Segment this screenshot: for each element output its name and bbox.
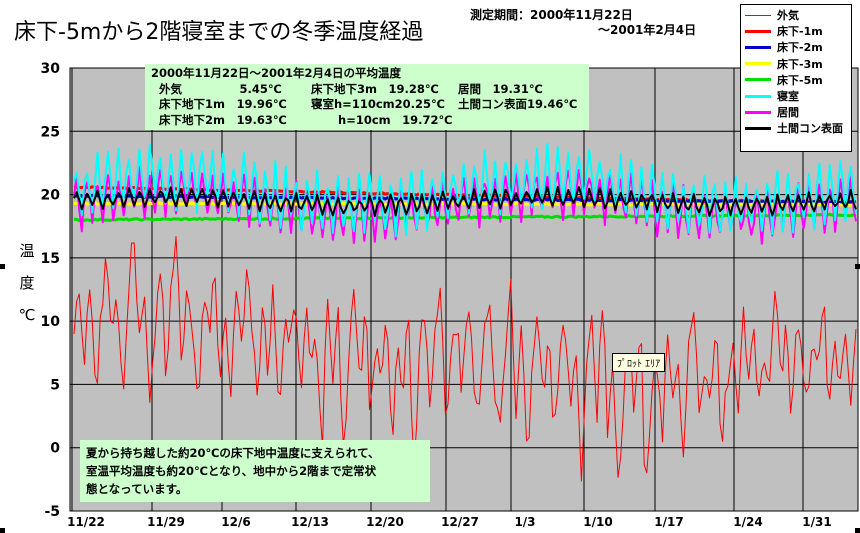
selection-handle-left[interactable] xyxy=(0,264,5,269)
selection-handle-bottom-left[interactable] xyxy=(0,528,5,533)
legend-label: 床下-3m xyxy=(777,57,823,71)
legend-item: 床下-3m xyxy=(745,56,847,72)
legend-label: 寝室 xyxy=(777,90,799,104)
stat-under-3m: 床下地下3m 19.28℃ xyxy=(311,81,439,96)
legend-item: 土間コン表面 xyxy=(745,120,847,136)
legend-item: 外気 xyxy=(745,7,847,23)
plot-area-tooltip: ﾌﾟﾛｯﾄ ｴﾘｱ xyxy=(612,353,666,372)
legend-item: 床下-1m xyxy=(745,23,847,39)
y-tick-label: 5 xyxy=(50,377,60,393)
stats-heading: 2000年11月22日～2001年2月4日の平均温度 xyxy=(151,66,402,80)
selection-handle-bottom-right[interactable] xyxy=(855,528,860,533)
y-axis-label-text: 温度 ℃ xyxy=(18,242,50,324)
note-box: 夏から持ち越した約20℃の床下地中温度に支えられて、 室温平均温度も約20℃とな… xyxy=(80,440,430,502)
series-line-7 xyxy=(73,185,857,218)
legend-item: 床下-2m xyxy=(745,39,847,55)
legend-swatch xyxy=(745,126,771,130)
note-line: 室温平均温度も約20℃となり、地中から2階まで定常状 xyxy=(86,464,377,478)
legend-label: 床下-1m xyxy=(777,25,823,39)
plot-background[interactable] xyxy=(70,68,858,511)
x-tick-label: 1/17 xyxy=(654,515,683,529)
legend-swatch xyxy=(745,29,771,33)
x-tick-label: 1/3 xyxy=(514,515,535,529)
legend-swatch xyxy=(745,78,771,82)
legend-swatch xyxy=(745,94,771,98)
chart-title: 床下-5mから2階寝室までの冬季温度経過 xyxy=(14,20,424,45)
x-tick-label: 12/6 xyxy=(221,515,250,529)
series-line-4 xyxy=(73,212,857,222)
y-tick-label: 15 xyxy=(41,251,60,267)
selection-handle-right[interactable] xyxy=(855,264,860,269)
legend-item: 居間 xyxy=(745,104,847,120)
legend-swatch xyxy=(745,110,771,114)
legend[interactable]: 外気床下-1m 床下-2m 床下-3m 床下-5m 寝室居間土間コン表面 xyxy=(740,4,852,152)
x-tick-label: 1/10 xyxy=(583,515,612,529)
stat-bedroom-10: h=10cm 19.72℃ xyxy=(311,112,453,127)
stat-outdoor: 外気 5.45℃ xyxy=(159,81,282,96)
y-tick-label: 30 xyxy=(41,61,61,77)
x-tick-label: 1/31 xyxy=(802,515,831,529)
legend-item: 寝室 xyxy=(745,88,847,104)
note-line: 態となっています。 xyxy=(86,482,188,496)
legend-label: 居間 xyxy=(777,106,799,120)
y-axis-label: 温度 ℃ xyxy=(18,235,50,331)
stat-under-1m: 床下地下1m 19.96℃ xyxy=(159,97,287,111)
y-tick-label: 10 xyxy=(41,314,61,330)
measurement-period: 測定期間：2000年11月22日 ～2001年2月4日 xyxy=(470,8,696,38)
y-tick-label: 25 xyxy=(41,124,60,140)
stat-bedroom-110: 寝室h=110cm20.25℃ xyxy=(311,97,445,111)
legend-item: 床下-5m xyxy=(745,72,847,88)
x-tick-label: 11/22 xyxy=(67,515,105,529)
period-line2: ～2001年2月4日 xyxy=(598,23,697,37)
axis-ticks: 30 25 20 15 10 5 0 -5 11/22 11/29 12/6 12/13 12/20 12… xyxy=(41,61,832,529)
x-tick-label: 1/24 xyxy=(733,515,762,529)
series-lines xyxy=(73,142,857,482)
stat-living: 居間 19.31℃ xyxy=(458,81,543,96)
series-line-5 xyxy=(73,142,857,238)
legend-label: 床下-5m xyxy=(777,73,823,87)
legend-swatch xyxy=(745,62,771,66)
x-tick-label: 11/29 xyxy=(147,515,185,529)
x-tick-label: 12/20 xyxy=(366,515,404,529)
legend-swatch xyxy=(745,14,771,16)
stat-dirt-floor: 土間コン表面19.46℃ xyxy=(458,97,578,111)
legend-label: 外気 xyxy=(777,9,799,23)
x-tick-label: 12/13 xyxy=(291,515,329,529)
y-tick-label: -5 xyxy=(44,504,60,520)
note-line: 夏から持ち越した約20℃の床下地中温度に支えられて、 xyxy=(86,446,380,460)
average-temperature-box: 2000年11月22日～2001年2月4日の平均温度 外気 5.45℃ 床下地下… xyxy=(145,64,589,130)
y-tick-label: 0 xyxy=(50,441,60,457)
stat-under-2m: 床下地下2m 19.63℃ xyxy=(159,112,287,127)
series-line-0 xyxy=(73,236,857,482)
y-tick-label: 20 xyxy=(41,188,61,204)
legend-label: 床下-2m xyxy=(777,41,823,55)
legend-label: 土間コン表面 xyxy=(777,122,843,136)
x-tick-label: 12/27 xyxy=(441,515,479,529)
legend-swatch xyxy=(745,45,771,49)
period-line1: 測定期間：2000年11月22日 xyxy=(470,8,633,22)
